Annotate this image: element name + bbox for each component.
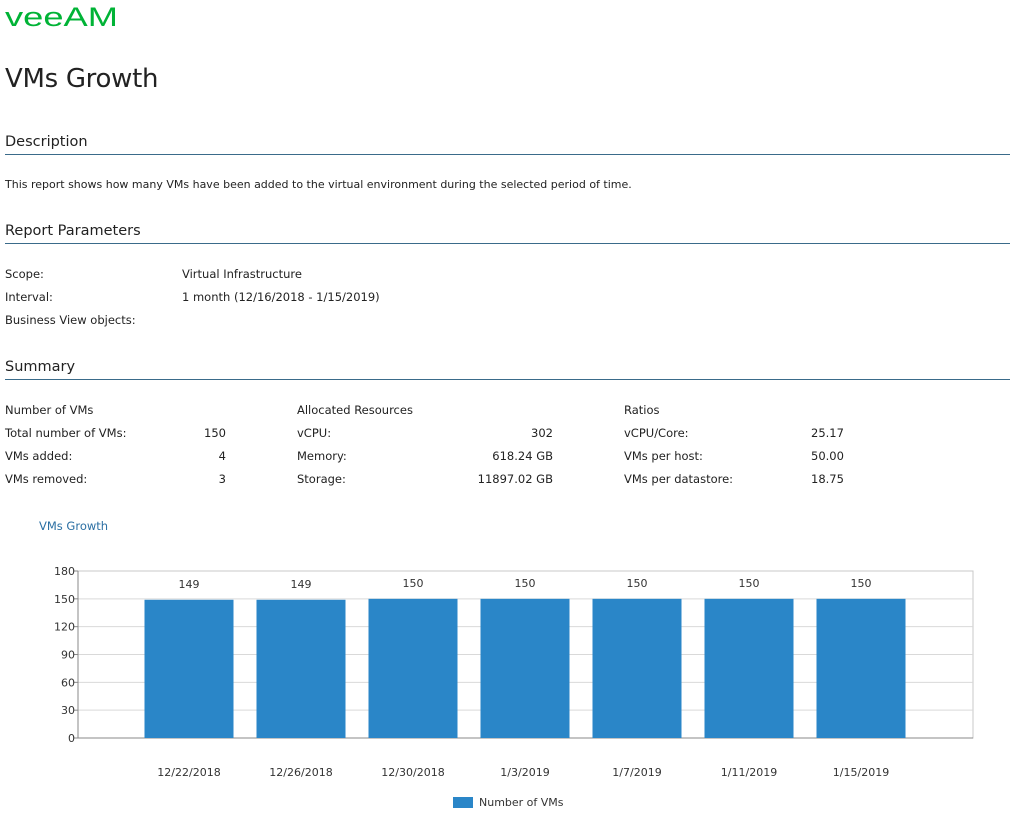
y-tick-label: 180 [54, 565, 75, 578]
summary-group-title: Number of VMs [5, 403, 94, 417]
bar-data-label: 150 [627, 577, 648, 590]
y-tick-label: 90 [61, 649, 75, 662]
summary-heading: Summary [5, 357, 1010, 380]
bar-data-label: 149 [179, 578, 200, 591]
bar-data-label: 150 [515, 577, 536, 590]
x-tick-label: 1/15/2019 [833, 766, 889, 779]
veeam-logo: veeAM [5, 5, 118, 29]
bar-data-label: 150 [851, 577, 872, 590]
svg-text:veeAM: veeAM [5, 5, 118, 29]
summary-value: 11897.02 GB [477, 472, 553, 486]
param-interval-label: Interval: [5, 290, 53, 304]
summary-value: 3 [218, 472, 226, 486]
bar [704, 598, 794, 738]
vms-growth-chart: 0 30 60 90 120 150 180 149 12/22/2018 149 12/26/20… [54, 565, 974, 809]
summary-value: 25.17 [811, 426, 844, 440]
x-tick-label: 12/30/2018 [381, 766, 444, 779]
x-tick-label: 12/22/2018 [157, 766, 220, 779]
y-tick-label: 0 [68, 732, 75, 745]
summary-value: 4 [218, 449, 226, 463]
bar-data-label: 149 [291, 578, 312, 591]
param-scope-label: Scope: [5, 267, 44, 281]
summary-label: vCPU/Core: [624, 426, 689, 440]
summary-value: 18.75 [811, 472, 844, 486]
bar [480, 598, 570, 738]
x-tick-label: 1/11/2019 [721, 766, 777, 779]
bar [256, 599, 346, 738]
bar-data-label: 150 [739, 577, 760, 590]
param-business-view-label: Business View objects: [5, 313, 136, 327]
description-text: This report shows how many VMs have been… [5, 178, 632, 191]
bar [368, 598, 458, 738]
summary-label: Storage: [297, 472, 346, 486]
summary-value: 50.00 [811, 449, 844, 463]
bar-data-label: 150 [403, 577, 424, 590]
report-parameters-heading: Report Parameters [5, 221, 1010, 244]
legend-swatch [453, 797, 473, 808]
x-tick-label: 12/26/2018 [269, 766, 332, 779]
summary-label: VMs per datastore: [624, 472, 734, 486]
y-tick-label: 60 [61, 676, 75, 689]
bar [592, 598, 682, 738]
summary-value: 302 [531, 426, 553, 440]
param-scope-value: Virtual Infrastructure [182, 267, 302, 281]
x-tick-label: 1/7/2019 [612, 766, 661, 779]
chart-title: VMs Growth [39, 519, 109, 533]
bar [816, 598, 906, 738]
summary-label: VMs per host: [624, 449, 703, 463]
param-interval-value: 1 month (12/16/2018 - 1/15/2019) [182, 290, 380, 304]
y-tick-label: 120 [54, 621, 75, 634]
summary-label: VMs added: [5, 449, 73, 463]
summary-label: Memory: [297, 449, 347, 463]
summary-group-title: Ratios [624, 403, 660, 417]
summary-value: 618.24 GB [492, 449, 553, 463]
summary-value: 150 [204, 426, 226, 440]
y-tick-label: 30 [61, 704, 75, 717]
legend-label: Number of VMs [479, 796, 564, 809]
description-heading: Description [5, 132, 1010, 155]
summary-label: vCPU: [297, 426, 332, 440]
bar [144, 599, 234, 738]
page-title: VMs Growth [5, 64, 159, 94]
y-tick-label: 150 [54, 593, 75, 606]
x-tick-label: 1/3/2019 [500, 766, 549, 779]
summary-group-title: Allocated Resources [297, 403, 413, 417]
summary-label: VMs removed: [5, 472, 88, 486]
summary-label: Total number of VMs: [5, 426, 127, 440]
